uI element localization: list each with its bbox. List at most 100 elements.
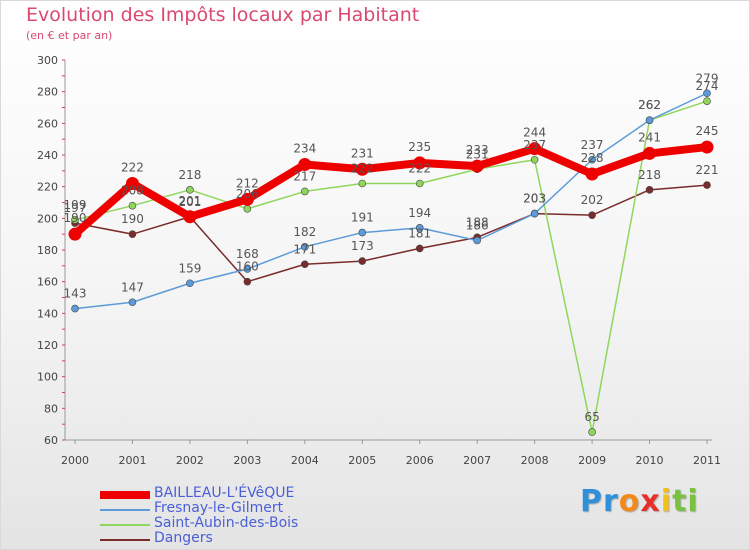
data-point (645, 116, 654, 124)
data-point (301, 243, 309, 251)
y-tick-label: 200 (37, 212, 58, 225)
x-tick-label: 2005 (348, 454, 376, 467)
legend-swatch (100, 539, 150, 541)
data-point (186, 279, 194, 288)
data-point (186, 186, 194, 194)
legend-swatch (100, 524, 150, 526)
data-label: 190 (121, 212, 144, 226)
x-tick-label: 2002 (176, 454, 204, 467)
data-point (243, 277, 252, 286)
data-label: 231 (351, 146, 374, 160)
data-label: 182 (293, 225, 316, 239)
data-label: 186 (466, 219, 489, 233)
data-label: 194 (408, 206, 431, 220)
data-label: 217 (293, 169, 316, 183)
logo-letter: x (640, 484, 661, 519)
data-label: 199 (64, 198, 87, 212)
x-tick-label: 2000 (61, 454, 89, 467)
data-label: 222 (121, 161, 144, 175)
data-label: 233 (466, 143, 489, 157)
logo-letter: t (672, 484, 688, 519)
data-point (243, 265, 252, 273)
data-label: 171 (293, 242, 316, 256)
data-label: 181 (408, 226, 431, 240)
data-point (703, 181, 711, 189)
y-tick-label: 300 (37, 54, 58, 67)
data-label: 173 (351, 239, 374, 253)
data-label: 274 (696, 79, 719, 93)
data-label: 202 (581, 193, 604, 207)
data-label: 234 (293, 142, 316, 156)
data-label: 168 (236, 247, 259, 261)
x-tick-label: 2009 (578, 454, 606, 467)
data-point (128, 298, 137, 307)
logo-letter: i (660, 484, 673, 519)
data-point (358, 228, 367, 237)
data-point (240, 192, 254, 206)
line-chart: 60 80 100 120 140 160 180 200 220 240 260 280 300 200… (37, 54, 721, 467)
x-tick-label: 2006 (406, 454, 434, 467)
data-point (71, 216, 79, 224)
y-tick-label: 100 (37, 371, 58, 384)
data-label: 231 (466, 147, 489, 161)
data-label: 159 (178, 261, 201, 275)
logo-letter: o (618, 484, 641, 519)
data-label: 262 (638, 98, 661, 112)
data-label: 237 (523, 138, 546, 152)
legend-swatch (100, 491, 150, 499)
data-label: 245 (696, 124, 719, 138)
data-label: 235 (408, 140, 431, 154)
data-point (703, 97, 711, 105)
data-point (588, 211, 596, 219)
data-label: 237 (581, 138, 604, 152)
legend-swatch (100, 509, 150, 511)
data-label: 160 (236, 260, 259, 274)
series-line (74, 100, 708, 433)
data-point (128, 230, 137, 238)
data-label: 262 (638, 98, 661, 112)
x-tick-label: 2008 (521, 454, 549, 467)
data-label: 244 (523, 126, 546, 140)
data-label: 208 (121, 184, 144, 198)
data-label: 218 (638, 168, 661, 182)
data-point (473, 236, 481, 245)
data-label: 222 (351, 162, 374, 176)
data-point (530, 209, 539, 218)
data-point (183, 210, 197, 224)
legend-label: Saint-Aubin-des-Bois (154, 515, 299, 531)
data-point (413, 156, 427, 170)
x-tick-label: 2001 (118, 454, 146, 467)
data-label: 65 (584, 410, 599, 424)
data-label: 228 (581, 151, 604, 165)
data-label: 203 (523, 192, 546, 206)
series-line (74, 184, 708, 283)
x-tick-label: 2003 (233, 454, 261, 467)
proxiti-logo: Proxiti (580, 484, 699, 519)
data-point (358, 179, 367, 188)
data-label: 279 (696, 71, 719, 85)
logo-letter: r (603, 484, 619, 519)
data-point (415, 244, 424, 253)
data-label: 241 (638, 130, 661, 144)
data-label: 190 (64, 211, 87, 225)
x-tick-label: 2007 (463, 454, 491, 467)
data-label: 191 (351, 211, 374, 225)
x-tick-label: 2010 (636, 454, 664, 467)
data-point (645, 186, 654, 194)
data-label: 212 (236, 176, 259, 190)
x-tick-label: 2011 (693, 454, 721, 467)
y-tick-label: 60 (44, 434, 58, 447)
data-label: 206 (236, 187, 259, 201)
y-tick-label: 280 (37, 86, 58, 99)
data-point (415, 179, 424, 188)
data-point (358, 257, 367, 265)
data-label: 197 (64, 201, 87, 215)
data-label: 203 (523, 192, 546, 206)
data-point (643, 146, 657, 160)
data-point (125, 177, 139, 190)
y-tick-label: 240 (37, 149, 58, 162)
y-tick-label: 80 (44, 402, 58, 415)
data-label: 201 (178, 195, 201, 209)
data-point (700, 140, 714, 154)
chart-title: Evolution des Impôts locaux par Habitant (26, 4, 420, 26)
